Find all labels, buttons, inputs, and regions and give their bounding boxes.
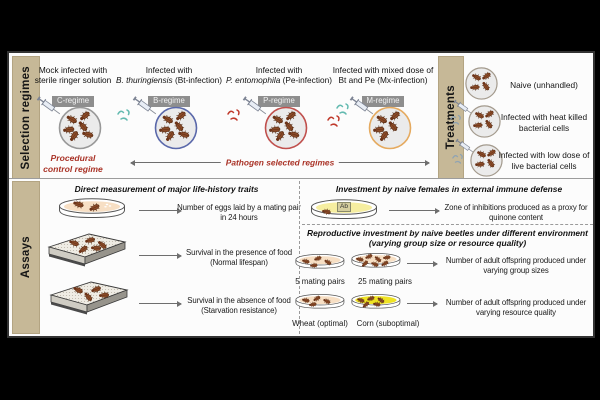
reproductive-title: Reproductive investment by naive beetles… xyxy=(307,228,588,238)
regime-badge-p: P-regime xyxy=(258,96,300,107)
arrow-icon xyxy=(389,207,440,214)
regime-m-line2: Bt and Pe (Mx-infection) xyxy=(338,75,428,86)
life-history-item-lifespan: Survival in the presence of food (Normal… xyxy=(185,248,293,268)
immune-defense-title: Investment by naive females in external … xyxy=(335,184,563,194)
pathogen-regimes-arrow: Pathogen selected regimes xyxy=(130,157,430,168)
arrow-icon xyxy=(407,260,438,267)
treatment-label-heatkilled: Infected with heat killed bacterial cell… xyxy=(500,112,588,133)
regime-b-rest: (Bt-infection) xyxy=(172,75,223,86)
resource-quality-result: Number of adult offspring produced under… xyxy=(445,298,587,318)
assays-horizontal-divider xyxy=(302,224,593,225)
regime-badge-p-wrap: P-regime xyxy=(216,90,342,108)
petri-dish-side-icon xyxy=(351,293,401,310)
regime-b-line1: Infected with xyxy=(145,65,193,75)
regime-badge-m-wrap: M-regime xyxy=(323,90,443,108)
arrow-icon xyxy=(139,207,182,214)
bacteria-icon xyxy=(452,153,463,164)
regime-c-line1: Mock infected with xyxy=(38,65,108,75)
arrow-icon xyxy=(139,252,182,259)
regime-p-line2: P. entomophila (Pe-infection) xyxy=(216,75,342,85)
beetle-dish-p-icon xyxy=(264,106,308,150)
arrow-icon xyxy=(139,300,182,307)
bacteria-icon xyxy=(450,114,461,125)
regime-badge-m: M-regime xyxy=(361,96,405,107)
petri-dish-side-icon xyxy=(351,252,401,269)
beetle-dish-m-icon xyxy=(368,106,412,150)
regime-header-m: Infected with mixed dose of Bt and Pe (M… xyxy=(323,65,443,86)
pathogen-regimes-label: Pathogen selected regimes xyxy=(220,157,340,168)
group-size-result: Number of adult offspring produced under… xyxy=(445,256,587,276)
life-history-item-starvation: Survival in the absence of food (Starvat… xyxy=(187,296,291,316)
food-tray-icon xyxy=(48,233,126,267)
regime-header-p: Infected with P. entomophila (Pe-infecti… xyxy=(216,65,342,86)
beetle-dish-b-icon xyxy=(154,106,198,150)
arrow-icon xyxy=(407,300,438,307)
regime-c-line2: sterile ringer solution xyxy=(34,75,112,86)
petri-dish-side-icon xyxy=(295,253,345,269)
regime-b-species: B. thuringiensis xyxy=(115,75,173,86)
dish-label-5-pairs: 5 mating pairs xyxy=(295,277,345,286)
regime-badge-b-wrap: B-regime xyxy=(106,90,232,108)
figure-panel: Selection regimes Assays Treatments Mock… xyxy=(7,51,595,338)
control-note-line2: control regime xyxy=(43,163,103,174)
regime-b-line2: B. thuringiensis (Bt-infection) xyxy=(106,75,232,85)
control-regime-note: Procedural control regime xyxy=(23,153,123,174)
regime-badge-c: C-regime xyxy=(51,96,95,107)
immune-defense-result: Zone of inhibitions produced as a proxy … xyxy=(444,203,588,223)
dish-label-25-pairs: 25 mating pairs xyxy=(358,277,412,286)
treatment-label-naive: Naive (unhandled) xyxy=(510,80,578,90)
antibiotic-disc-label: Ab xyxy=(337,202,351,212)
sidebar-selection-regimes: Selection regimes xyxy=(12,56,40,179)
regime-badge-c-wrap: C-regime xyxy=(23,90,123,108)
assays-label: Assays xyxy=(20,236,32,279)
reproductive-subtitle: (varying group size or resource quality) xyxy=(368,238,527,248)
regime-badge-b: B-regime xyxy=(148,96,190,107)
petri-dish-side-icon xyxy=(295,293,345,309)
life-history-title: Direct measurement of major life-history… xyxy=(74,184,259,194)
regime-p-line1: Infected with xyxy=(255,65,303,75)
food-tray-icon xyxy=(50,281,128,315)
control-note-line1: Procedural xyxy=(50,153,96,163)
sidebar-assays: Assays xyxy=(12,181,40,334)
treatment-label-lowdose: Infected with low dose of live bacterial… xyxy=(498,150,590,171)
regime-header-b: Infected with B. thuringiensis (Bt-infec… xyxy=(106,65,232,86)
regime-m-line1: Infected with mixed dose of xyxy=(332,65,434,75)
regime-header-c: Mock infected with sterile ringer soluti… xyxy=(23,65,123,86)
regime-p-species: P. entomophila xyxy=(226,75,281,86)
petri-dish-side-icon xyxy=(59,198,125,218)
bacteria-icon xyxy=(327,115,340,127)
beetle-dish-c-icon xyxy=(58,106,102,150)
regime-p-rest: (Pe-infection) xyxy=(280,75,332,86)
life-history-item-eggs: Number of eggs laid by a mating pair in … xyxy=(177,203,301,223)
dish-label-wheat: Wheat (optimal) xyxy=(292,319,348,328)
section-divider xyxy=(9,178,593,179)
dish-label-corn: Corn (suboptimal) xyxy=(356,319,420,328)
